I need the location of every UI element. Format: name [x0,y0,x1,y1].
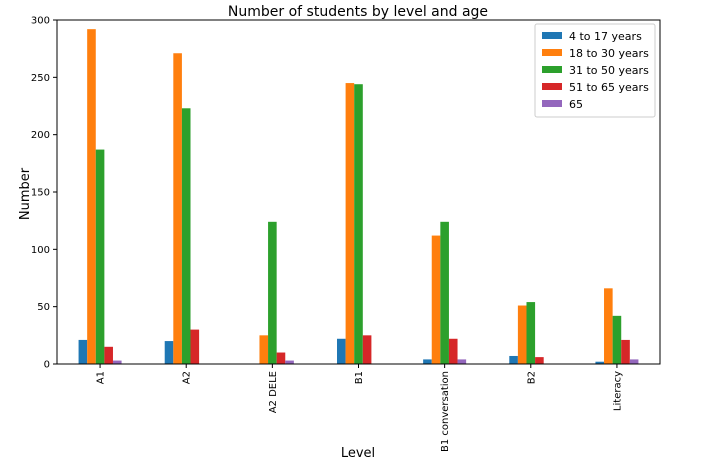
bar [164,341,174,364]
bar [612,315,622,364]
bar [104,346,113,364]
legend-swatch [542,32,562,39]
legend-label: 51 to 65 years [569,81,649,94]
bar [173,53,182,364]
legend-swatch [542,100,562,107]
y-tick-label: 50 [37,302,50,313]
y-tick-label: 300 [31,16,50,27]
x-tick-label: A1 [96,371,107,384]
bars-layer [78,29,639,365]
bar [95,149,105,364]
bar [517,305,527,364]
y-tick-label: 150 [31,188,50,199]
bar [354,84,363,365]
legend-label: 18 to 30 years [569,47,649,60]
y-axis: 0 50 100 150 200 250 300 [31,16,57,371]
x-tick-label: A2 [182,371,193,384]
y-tick-label: 250 [31,73,50,84]
bar [276,352,286,364]
bar [181,108,191,364]
legend-swatch [542,83,562,90]
x-tick-label: Literacy [612,371,623,411]
legend-box [534,23,656,118]
bar [457,359,467,364]
bar [285,360,294,364]
bar [112,360,122,364]
x-tick-label: A2 DELE [268,371,279,413]
y-tick-label: 200 [31,130,50,141]
bar [87,29,96,364]
bar [440,221,449,364]
x-tick-label: B1 [354,371,365,384]
y-tick-label: 0 [44,360,50,371]
bar [595,361,605,364]
chart-title: Number of students by level and age [228,4,488,20]
x-tick-label: B2 [526,371,537,384]
legend: 4 to 17 years 18 to 30 years 31 to 50 year… [534,23,656,118]
legend-label: 65 [569,98,583,111]
bar [259,335,269,364]
bar [78,339,88,364]
bar [604,288,613,364]
bar [268,221,277,364]
bar [337,338,346,364]
legend-swatch [542,66,562,73]
y-tick-label: 100 [31,245,50,256]
y-axis-title: Number [18,167,33,220]
legend-swatch [542,49,562,56]
x-axis: A1 A2 A2 DELE B1 B1 conversation B2 Literacy [96,364,623,452]
bar [431,235,441,364]
bar [535,357,544,364]
bar [629,359,639,364]
bar [621,339,630,364]
bar [448,338,458,364]
bar [509,355,518,364]
bar [526,302,536,364]
bar [190,329,200,364]
x-axis-title: Level [341,446,375,461]
legend-label: 31 to 50 years [569,64,649,77]
bar [362,335,372,364]
legend-label: 4 to 17 years [569,30,642,43]
bar [423,359,432,364]
bar [345,83,355,364]
x-tick-label: B1 conversation [440,371,451,452]
